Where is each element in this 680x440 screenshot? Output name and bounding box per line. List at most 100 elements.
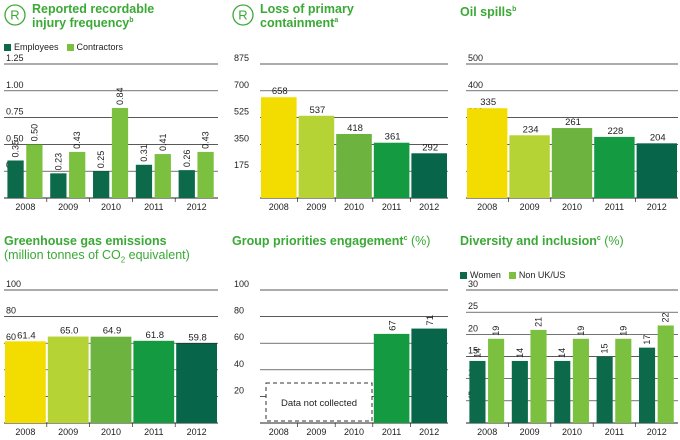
legend-swatch-women — [460, 272, 467, 280]
x-tick-label: 2011 — [382, 202, 401, 212]
y-tick-label: 500 — [468, 53, 483, 63]
bar-2009 — [509, 135, 550, 198]
data-label: 0.84 — [115, 87, 125, 105]
data-label: 64.9 — [103, 326, 122, 337]
injury-title-footnote: b — [129, 16, 134, 24]
bar-employees-2011 — [135, 164, 153, 198]
legend-nonuk: Non UK/US — [508, 270, 566, 280]
ghg-title: Greenhouse gas emissions (million tonnes… — [4, 234, 190, 268]
engagement-chart: 20 40 60 80 100 2008 2009 2010 2011 2012 67 71 Data … — [234, 279, 448, 437]
data-label: 0.50 — [29, 124, 39, 142]
y-tick-label: 0.75 — [6, 107, 24, 117]
oil-title-line1: Oil spills — [460, 5, 513, 19]
data-label: 658 — [272, 86, 288, 97]
data-label: 19 — [618, 326, 628, 336]
x-tick-label: 2008 — [15, 202, 35, 212]
x-tick-label: 2009 — [520, 202, 540, 212]
y-tick-label: 60 — [6, 332, 16, 342]
oil-title-footnote: b — [512, 5, 517, 13]
data-label: 0.31 — [139, 144, 149, 162]
x-tick-label: 2012 — [419, 427, 439, 437]
data-label: 19 — [576, 326, 586, 336]
y-tick-label: 175 — [234, 160, 249, 170]
ghg-title-line1: Greenhouse gas emissions — [4, 234, 167, 248]
data-label: 0.43 — [72, 131, 82, 149]
bar-2010 — [551, 128, 593, 198]
x-tick-label: 2011 — [605, 427, 624, 437]
x-tick-label: 2008 — [269, 202, 289, 212]
data-label: 61.4 — [17, 330, 36, 341]
y-tick-label: 20 — [468, 323, 478, 333]
bar-non-uk-us-2008 — [488, 338, 505, 423]
x-tick-label: 2012 — [647, 427, 667, 437]
engagement-title: Group priorities engagementc (%) — [232, 234, 430, 248]
ghg-subtitle: (million tonnes of CO2 equivalent) — [4, 248, 190, 265]
y-tick-label: 400 — [468, 80, 483, 90]
svg-text:R: R — [238, 8, 247, 23]
bar-women-2010 — [554, 360, 571, 423]
diversity-title-line1: Diversity and inclusion — [460, 234, 597, 248]
reporting-r-icon: R — [4, 4, 26, 26]
bar-2012 — [411, 328, 447, 423]
data-label: 261 — [565, 117, 581, 128]
oil-spills-chart: 1002003004005002008200920102011201233523… — [466, 53, 678, 212]
bar-2011 — [133, 340, 175, 423]
legend-nonuk-label: Non UK/US — [518, 270, 566, 280]
y-tick-label: 25 — [468, 301, 478, 311]
bar-non-uk-us-2010 — [572, 338, 589, 423]
data-label: 67 — [388, 320, 399, 331]
data-label: 228 — [607, 126, 623, 137]
y-tick-label: 80 — [234, 306, 244, 316]
data-label: 292 — [422, 142, 438, 153]
y-tick-label: 80 — [6, 306, 16, 316]
engagement-panel: Group priorities engagementc (%) — [232, 230, 452, 440]
svg-text:R: R — [10, 8, 19, 23]
x-tick-label: 2008 — [15, 427, 35, 437]
ghg-chart: 204060801002008200920102011201261.465.06… — [4, 279, 218, 437]
containment-panel: R Loss of primary containmenta — [232, 2, 452, 212]
injury-frequency-title: Reported recordable injury frequencyb — [32, 2, 154, 30]
diversity-legend: Women Non UK/US — [460, 270, 565, 280]
x-tick-label: 2012 — [187, 427, 207, 437]
y-tick-label: 15 — [468, 346, 478, 356]
bar-2012 — [636, 143, 677, 198]
data-label: 14 — [472, 348, 482, 358]
bar-non-uk-us-2011 — [615, 338, 632, 423]
x-tick-label: 2012 — [647, 202, 667, 212]
data-label: 204 — [650, 132, 666, 143]
diversity-title-unit: (%) — [600, 234, 624, 248]
oil-spills-title: Oil spillsb — [460, 5, 516, 19]
data-label: 71 — [425, 315, 436, 326]
containment-title: Loss of primary containmenta — [260, 2, 354, 30]
x-tick-label: 2011 — [144, 427, 163, 437]
bar-2011 — [373, 142, 410, 198]
bar-women-2012 — [638, 347, 656, 423]
x-tick-label: 2008 — [477, 427, 497, 437]
data-not-collected-label: Data not collected — [281, 398, 357, 409]
x-tick-label: 2010 — [344, 202, 364, 212]
bar-2008 — [261, 97, 297, 198]
data-label: 0.23 — [53, 153, 63, 171]
bar-2011 — [594, 136, 635, 198]
injury-chart: 0.25 0.50 0.75 1.00 1.25 2008 2009 2010 2011 2012… — [4, 53, 218, 212]
injury-title-line2: injury frequency — [32, 16, 130, 30]
x-tick-label: 2011 — [382, 427, 401, 437]
bar-2010 — [90, 336, 132, 423]
engagement-title-line1: Group priorities engagement — [232, 234, 404, 248]
x-tick-label: 2009 — [58, 202, 78, 212]
x-tick-label: 2010 — [562, 202, 582, 212]
x-tick-label: 2009 — [306, 427, 326, 437]
x-tick-label: 2010 — [101, 202, 121, 212]
bar-contractors-2011 — [154, 154, 171, 198]
y-tick-label: 1.00 — [6, 80, 24, 90]
legend-women-label: Women — [470, 270, 501, 280]
y-tick-label: 525 — [234, 107, 249, 117]
x-tick-label: 2012 — [187, 202, 207, 212]
legend-contractors: Contractors — [66, 42, 123, 52]
bar-non-uk-us-2012 — [657, 325, 674, 423]
bar-women-2008 — [469, 360, 486, 423]
x-tick-label: 2010 — [562, 427, 582, 437]
data-label: 0.25 — [96, 151, 106, 169]
bar-contractors-2010 — [111, 107, 129, 198]
ghg-subtitle-pre: (million tonnes of CO — [4, 248, 121, 262]
